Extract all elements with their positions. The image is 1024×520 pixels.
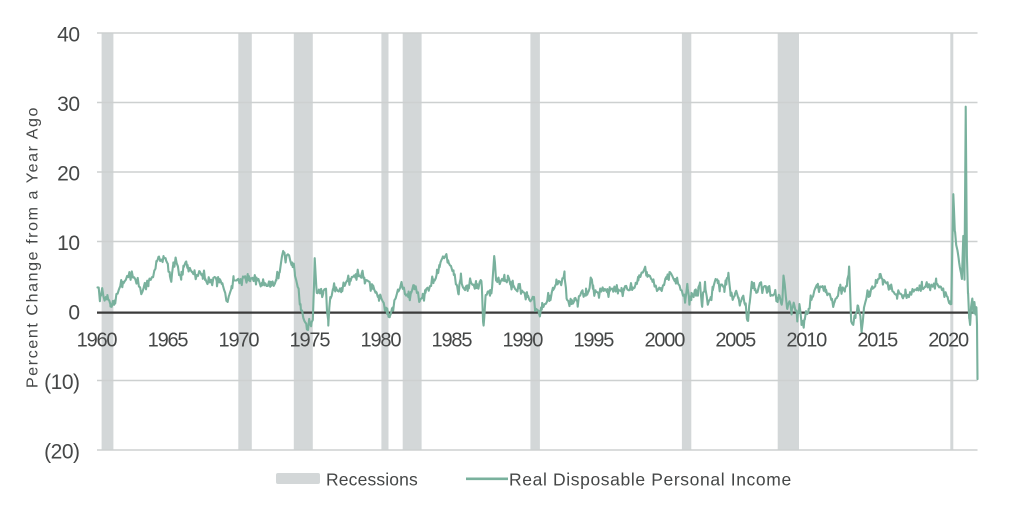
svg-text:20: 20 [57,162,79,185]
svg-text:1985: 1985 [432,330,473,352]
svg-text:2020: 2020 [928,330,969,352]
svg-text:40: 40 [57,23,79,46]
svg-text:2010: 2010 [786,330,827,352]
svg-text:2015: 2015 [857,330,898,352]
svg-text:Percent Change from a Year Ago: Percent Change from a Year Ago [25,106,42,388]
svg-text:1995: 1995 [573,330,614,352]
svg-text:2000: 2000 [644,330,685,352]
svg-text:30: 30 [57,93,79,116]
svg-text:1990: 1990 [502,330,543,352]
svg-text:1965: 1965 [148,330,189,352]
svg-text:1975: 1975 [290,330,331,352]
svg-text:1980: 1980 [361,330,402,352]
svg-text:0: 0 [68,301,79,324]
svg-text:10: 10 [57,232,79,255]
svg-text:2005: 2005 [715,330,756,352]
svg-text:(10): (10) [44,371,79,394]
svg-text:Recessions: Recessions [326,470,418,490]
svg-text:Real Disposable Personal Incom: Real Disposable Personal Income [509,470,792,490]
svg-text:1960: 1960 [77,330,118,352]
svg-text:1970: 1970 [219,330,260,352]
svg-text:(20): (20) [44,440,79,463]
